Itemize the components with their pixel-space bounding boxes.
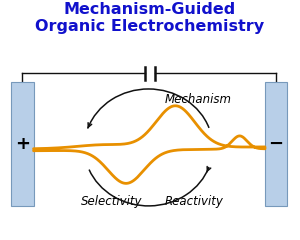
FancyBboxPatch shape bbox=[265, 82, 287, 206]
FancyBboxPatch shape bbox=[11, 82, 34, 206]
Text: Mechanism-Guided
Organic Electrochemistry: Mechanism-Guided Organic Electrochemistr… bbox=[35, 2, 265, 34]
Text: Reactivity: Reactivity bbox=[165, 195, 224, 208]
Text: Mechanism: Mechanism bbox=[165, 93, 232, 106]
Text: −: − bbox=[268, 135, 284, 153]
Text: Selectivity: Selectivity bbox=[81, 195, 143, 208]
Text: +: + bbox=[15, 135, 30, 153]
